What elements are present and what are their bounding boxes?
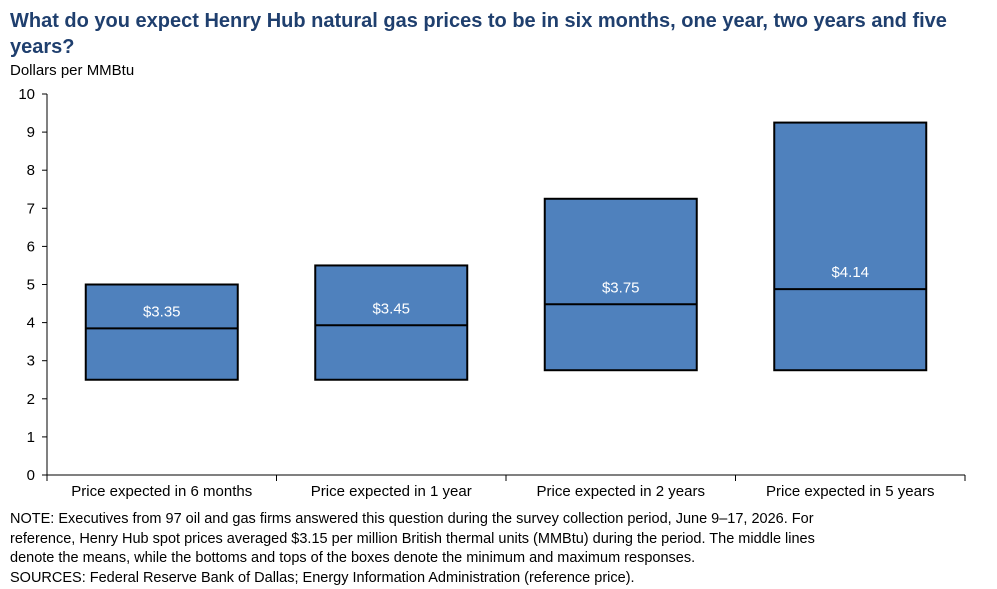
box-2 [314, 264, 469, 381]
chart-notes: NOTE: Executives from 97 oil and gas fir… [10, 510, 985, 588]
box-1 [84, 283, 239, 381]
y-tick-label: 9 [27, 124, 35, 141]
mean-label-3: $3.75 [602, 279, 640, 296]
x-category-label-2: Price expected in 1 year [311, 483, 472, 500]
x-category-label-1: Price expected in 6 months [71, 483, 252, 500]
sources-line: SOURCES: Federal Reserve Bank of Dallas;… [10, 569, 635, 586]
box-3 [543, 197, 698, 372]
y-tick-label: 0 [27, 467, 35, 484]
chart-title: What do you expect Henry Hub natural gas… [10, 10, 947, 58]
y-tick-label: 4 [27, 315, 35, 332]
y-axis-unit-label: Dollars per MMBtu [10, 62, 135, 79]
y-tick-label: 8 [27, 162, 35, 179]
y-tick-label: 3 [27, 353, 35, 370]
y-tick-label: 10 [18, 86, 35, 103]
note-line-3: denote the means, while the bottoms and … [10, 550, 696, 566]
mean-label-4: $4.14 [831, 264, 869, 281]
note-line-1: NOTE: Executives from 97 oil and gas fir… [10, 511, 814, 527]
mean-label-1: $3.35 [143, 303, 181, 320]
x-category-label-3: Price expected in 2 years [537, 483, 705, 500]
note-line-2: reference, Henry Hub spot prices average… [10, 530, 815, 547]
mean-label-2: $3.45 [372, 300, 410, 317]
y-tick-label: 5 [27, 277, 35, 294]
y-tick-label: 7 [27, 200, 35, 217]
box-4 [773, 121, 928, 372]
y-tick-label: 6 [27, 238, 35, 255]
y-tick-label: 2 [27, 391, 35, 408]
x-category-label-4: Price expected in 5 years [766, 483, 934, 500]
y-tick-label: 1 [27, 429, 35, 446]
